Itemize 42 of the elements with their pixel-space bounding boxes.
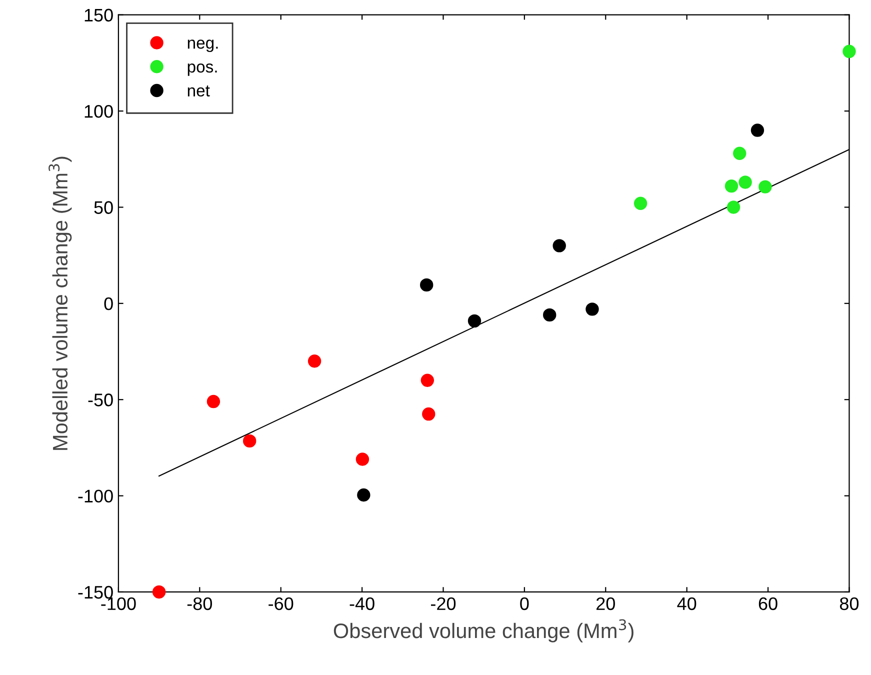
x-tick-label: 0 [520, 597, 529, 610]
y-tick-label: -100 [78, 490, 113, 503]
point [726, 200, 740, 214]
point [420, 374, 434, 387]
point [206, 394, 220, 408]
x-tick-label: -40 [350, 597, 374, 610]
y-tick-label: -150 [78, 586, 113, 599]
x-tick-label: 20 [596, 597, 615, 610]
y-tick-label: 100 [84, 104, 113, 118]
point [468, 314, 482, 328]
point [422, 407, 436, 421]
point [750, 124, 764, 137]
point [552, 239, 566, 252]
legend-label: pos. [188, 63, 217, 76]
point [634, 196, 648, 210]
point [357, 488, 370, 502]
point [152, 585, 166, 599]
point [733, 146, 746, 160]
y-tick-label: 150 [84, 8, 113, 22]
point [543, 308, 556, 322]
x-tick-label: 80 [840, 597, 859, 610]
point [758, 180, 772, 194]
x-tick-label: 40 [677, 597, 696, 610]
point [586, 302, 599, 316]
point [724, 179, 738, 193]
y-axis-title: Modelled volume change (Mm$^{3}$) [48, 156, 72, 450]
x-tick-label: -80 [187, 597, 212, 610]
point [420, 278, 434, 292]
point [356, 452, 370, 466]
x-tick-label: -20 [430, 597, 456, 610]
legend-label: neg. [188, 40, 218, 52]
y-tick-label: 50 [94, 201, 113, 214]
x-axis-title: Observed volume change (Mm$^{3}$) [334, 619, 634, 642]
point [308, 354, 322, 368]
y-tick-label: -50 [88, 394, 113, 406]
y-tick-label: 0 [104, 297, 113, 310]
legend-label: net [188, 86, 210, 96]
point [242, 434, 256, 448]
x-tick-label: 60 [758, 597, 778, 610]
point [842, 44, 856, 58]
point [738, 176, 752, 189]
x-tick-label: -60 [268, 597, 294, 610]
